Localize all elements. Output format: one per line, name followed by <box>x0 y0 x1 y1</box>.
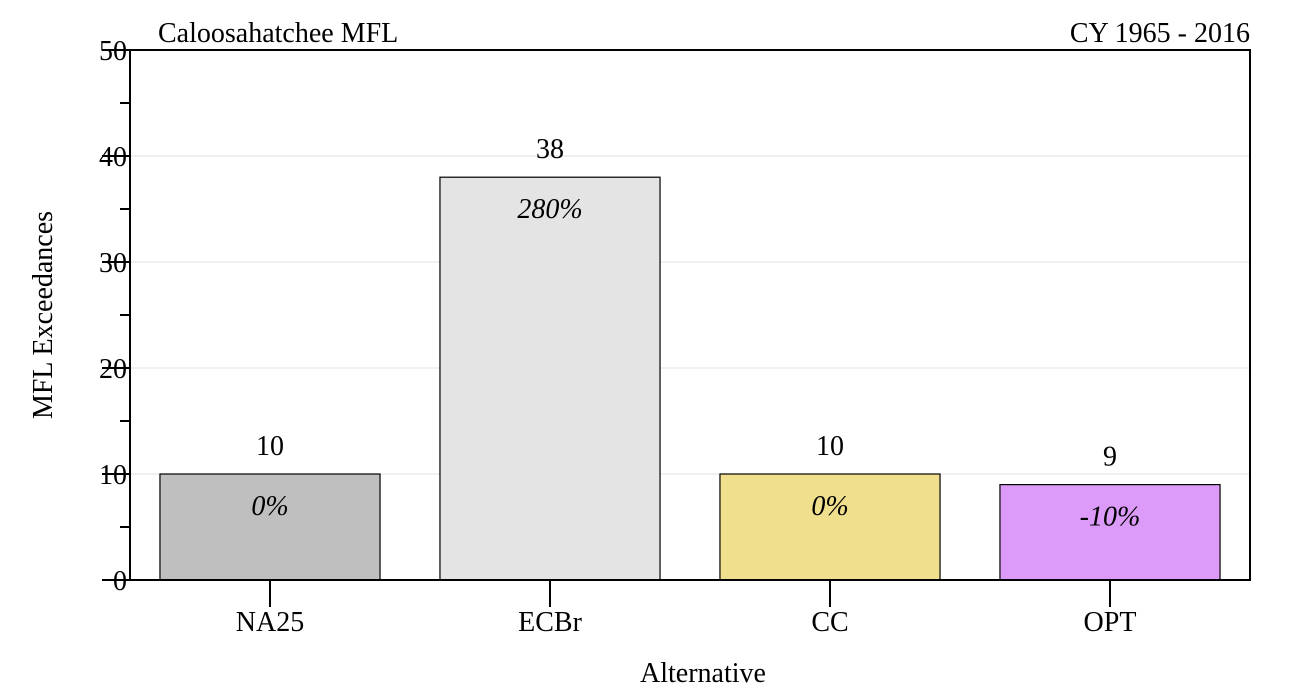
bar-value-label: 9 <box>1103 442 1117 473</box>
bar-cc <box>719 473 941 581</box>
x-tick-label: ECBr <box>518 607 582 638</box>
y-tick-label: 40 <box>99 142 127 173</box>
bar-value-label: 10 <box>816 431 844 462</box>
y-tick-label: 30 <box>99 248 127 279</box>
gridlines <box>130 155 1250 475</box>
bar-value-label: 38 <box>536 134 564 165</box>
data-labels: 10 0% 38 280% 10 0% 9 -10% <box>251 134 1140 532</box>
bar-percent-label: 280% <box>517 194 582 225</box>
y-axis-ticks: 0 10 20 30 40 50 <box>99 36 130 597</box>
bar-opt <box>999 484 1221 581</box>
y-tick-label: 10 <box>99 460 127 491</box>
bar-value-label: 10 <box>256 431 284 462</box>
chart-title: Caloosahatchee MFL <box>158 18 398 49</box>
y-tick-label: 0 <box>113 566 127 597</box>
x-tick-label: NA25 <box>236 607 304 638</box>
x-axis-ticks: NA25 ECBr CC OPT <box>236 580 1137 638</box>
y-tick-label: 20 <box>99 354 127 385</box>
bar-ecbr <box>439 176 661 581</box>
y-axis-title: MFL Exceedances <box>28 211 59 419</box>
x-axis-title: Alternative <box>640 658 766 689</box>
bar-percent-label: 0% <box>811 491 848 522</box>
x-tick-label: CC <box>811 607 848 638</box>
bar-percent-label: 0% <box>251 491 288 522</box>
y-tick-label: 50 <box>99 36 127 67</box>
bars <box>159 176 1221 581</box>
x-tick-label: OPT <box>1084 607 1137 638</box>
bar-na25 <box>159 473 381 581</box>
bar-percent-label: -10% <box>1080 502 1141 533</box>
chart-period-label: CY 1965 - 2016 <box>1070 18 1250 49</box>
